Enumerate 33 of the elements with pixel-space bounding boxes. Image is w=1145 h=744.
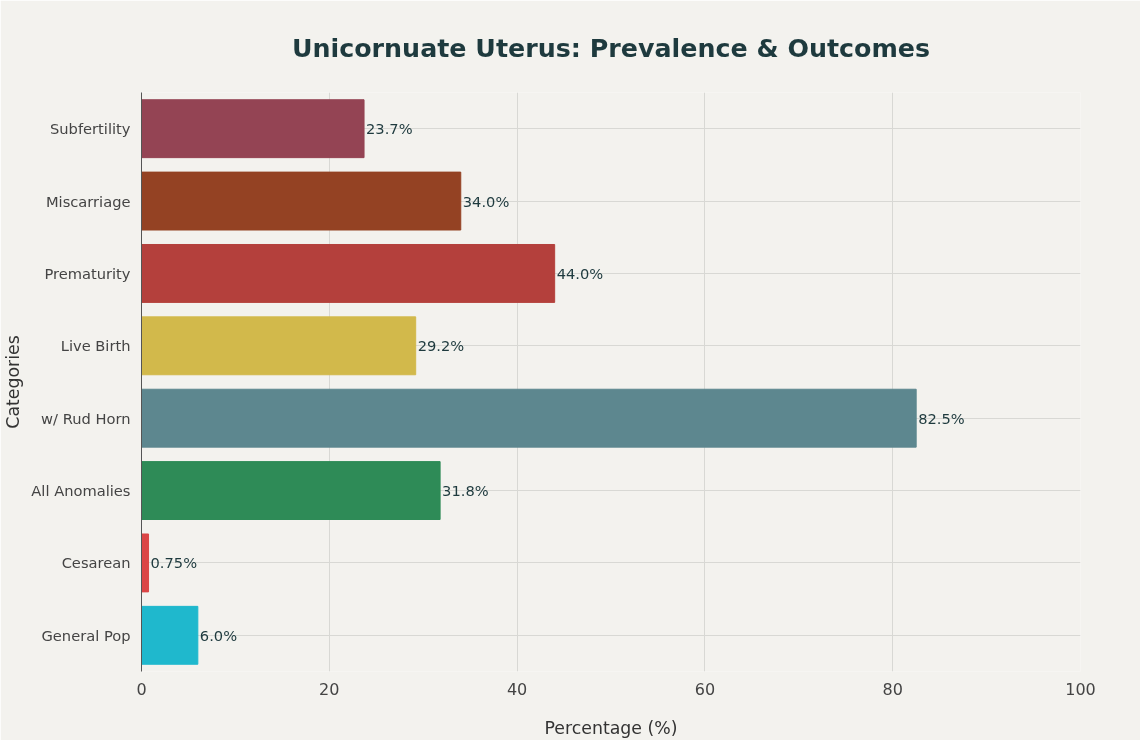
chart-title: Unicornuate Uterus: Prevalence & Outcomes [291,32,931,63]
bar [141,461,441,521]
x-tick-label: 20 [319,679,340,699]
x-tick-label: 100 [1065,679,1096,699]
x-tick-label: 0 [136,679,147,699]
x-axis-title: Percentage (%) [544,717,678,738]
y-tick-label: Cesarean [61,554,131,572]
bar [141,99,365,159]
data-label: 82.5% [918,409,965,427]
y-tick-label: Miscarriage [45,192,131,210]
y-tick-label: Live Birth [60,337,131,355]
bar [141,316,417,376]
bar [141,243,556,303]
data-label: 6.0% [199,626,238,644]
y-tick-label: w/ Rud Horn [41,409,131,427]
x-tick-label: 80 [882,679,903,699]
y-tick-label: Prematurity [44,264,131,282]
x-tick-label: 40 [506,679,528,699]
x-tick-label: 60 [694,679,716,699]
y-axis-title: Categories [3,335,24,429]
data-label: 0.75% [150,554,198,572]
bar [141,171,462,231]
data-label: 44.0% [556,264,604,282]
bar [141,533,150,593]
data-label: 34.0% [462,192,510,210]
bar [141,605,199,665]
y-tick-label: General Pop [41,626,131,644]
y-tick-label: All Anomalies [31,482,131,500]
bar [141,388,917,448]
data-label: 29.2% [417,337,465,355]
data-label: 23.7% [366,120,413,138]
y-tick-label: Subfertility [50,120,131,138]
data-label: 31.8% [442,482,489,500]
